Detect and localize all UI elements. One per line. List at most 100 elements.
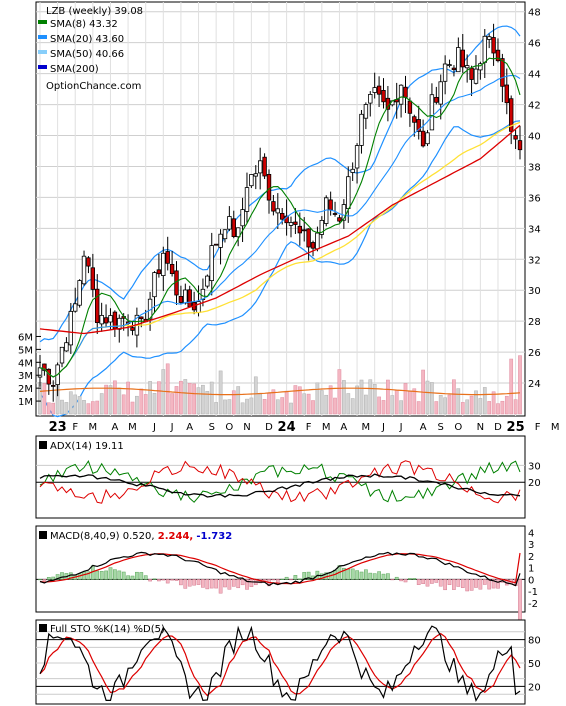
adx-label-swatch xyxy=(39,441,47,449)
macd-hist-bar xyxy=(227,579,232,590)
macd-hist-bar xyxy=(430,579,434,584)
candle-body xyxy=(275,208,280,214)
volume-bar xyxy=(64,402,69,415)
adx-lines xyxy=(36,460,525,504)
macd-hist-bar xyxy=(196,579,201,585)
candle-body xyxy=(213,243,219,246)
candle-body xyxy=(328,199,333,211)
volume-bar xyxy=(416,401,421,415)
x-month-label: J xyxy=(152,422,156,433)
bollinger-lower xyxy=(39,120,521,418)
volume-bar xyxy=(474,390,478,415)
candle-body xyxy=(407,100,413,114)
macd-hist-bar xyxy=(108,567,113,580)
macd-hist-bar xyxy=(231,579,236,587)
candle-body xyxy=(95,288,100,324)
candle-body xyxy=(451,67,457,70)
price-y-tick-label: 26 xyxy=(528,348,541,359)
volume-bar xyxy=(297,386,302,415)
macd-label: MACD(8,40,9) 0.520, 2.244, -1.732 xyxy=(50,531,232,542)
macd-hist-bar xyxy=(456,579,461,587)
macd-hist-bar xyxy=(346,568,351,580)
volume-bar xyxy=(381,400,386,415)
volume-bar xyxy=(165,363,170,415)
candle-body xyxy=(438,81,443,105)
volume-bar xyxy=(496,403,500,415)
price-y-tick-label: 28 xyxy=(528,317,541,328)
macd-hist-bar xyxy=(372,573,377,580)
candle-body xyxy=(81,255,87,285)
macd-y-tick-label: 1 xyxy=(528,564,534,575)
volume-bar xyxy=(46,402,51,415)
legend-sma8: SMA(8) 43.32 xyxy=(50,19,118,30)
macd-hist-bar xyxy=(284,576,289,580)
stochastic-y-tick-label: 50 xyxy=(528,659,541,670)
volume-bar xyxy=(214,402,218,415)
candle-body xyxy=(398,84,404,105)
macd-hist-bar xyxy=(386,573,390,580)
macd-label-signal: 2.244, xyxy=(158,531,193,542)
candle-body xyxy=(103,317,109,324)
volume-bar xyxy=(108,385,113,415)
volume-bar xyxy=(460,402,465,415)
macd-hist-bar xyxy=(130,575,135,580)
macd-hist-bar xyxy=(51,576,56,580)
x-month-label: A xyxy=(186,422,193,433)
macd-hist-bar xyxy=(474,579,478,588)
volume-bar xyxy=(333,397,337,415)
candle-body xyxy=(416,119,421,132)
volume-bar xyxy=(478,398,483,415)
x-month-label: M xyxy=(551,422,560,433)
macd-hist-bar xyxy=(55,574,60,580)
volume-bar xyxy=(174,386,179,415)
candle-body xyxy=(350,168,355,173)
candle-body xyxy=(341,204,347,221)
price-y-tick-label: 38 xyxy=(528,162,541,173)
candle-body xyxy=(504,84,509,104)
stochastic-y-tick-label: 20 xyxy=(528,682,541,693)
candle-body xyxy=(301,229,307,232)
volume-y-tick-label: 6M xyxy=(18,332,33,343)
candle-body xyxy=(354,145,360,169)
macd-y-tick-label: 4 xyxy=(528,528,534,539)
stochastic-label: Full STO %K(14) %D(5) xyxy=(50,624,165,635)
price-y-tick-label: 46 xyxy=(528,39,541,50)
macd-y-tick-label: 0 xyxy=(528,575,534,586)
price-y-tick-label: 34 xyxy=(528,224,541,235)
macd-hist-bar xyxy=(192,579,196,586)
adx-y-tick-label: 20 xyxy=(528,478,541,489)
candle-body xyxy=(297,225,302,234)
candle-body xyxy=(235,227,241,238)
volume-bar xyxy=(157,381,161,415)
macd-hist-bar xyxy=(82,571,86,580)
adx-label: ADX(14) 19.11 xyxy=(50,441,124,452)
x-month-label: S xyxy=(438,422,444,433)
macd-hist-bar xyxy=(214,579,218,589)
candle-body xyxy=(288,222,294,226)
volume-bar xyxy=(218,370,223,415)
minus-di-line xyxy=(39,460,521,504)
macd-hist-bar xyxy=(113,569,117,580)
macd-hist-bar xyxy=(306,571,311,580)
volume-bar xyxy=(469,395,474,415)
candle-body xyxy=(130,327,135,331)
macd-y-tick-label: 3 xyxy=(528,540,534,551)
macd-hist-bar xyxy=(293,575,298,580)
x-month-label: F xyxy=(72,422,78,433)
volume-bar xyxy=(377,396,381,415)
candle-body xyxy=(178,295,184,303)
macd-hist-bar xyxy=(425,579,430,587)
candle-body xyxy=(187,289,192,308)
candle-body xyxy=(346,176,351,209)
price-y-tick-label: 32 xyxy=(528,255,541,266)
macd-hist-bar xyxy=(319,573,324,580)
volume-bar xyxy=(337,369,342,415)
volume-bar xyxy=(368,379,373,415)
volume-bar xyxy=(139,388,144,415)
volume-bar xyxy=(73,394,78,415)
macd-hist-bar xyxy=(447,579,452,585)
candle-body xyxy=(372,87,377,93)
macd-hist-bar xyxy=(240,579,245,586)
volume-y-tick-label: 5M xyxy=(18,345,33,356)
